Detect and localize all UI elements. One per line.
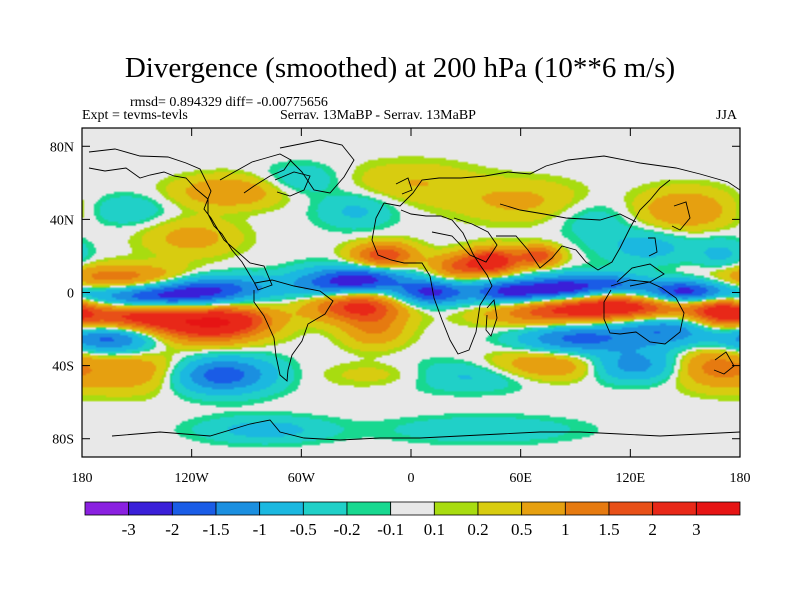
colorbar-swatch xyxy=(521,501,566,516)
x-tick-label: 120W xyxy=(175,471,210,486)
colorbar-swatch xyxy=(608,501,654,516)
x-tick-label: 180 xyxy=(730,471,751,486)
colorbar-swatch xyxy=(433,501,479,516)
x-tick-label: 60E xyxy=(509,471,532,486)
colorbar-swatch xyxy=(346,501,392,516)
case-label: Serrav. 13MaBP - Serrav. 13MaBP xyxy=(280,108,476,123)
x-tick-label: 180 xyxy=(72,471,93,486)
colorbar-label: -0.1 xyxy=(377,520,404,539)
colorbar-label: 1.5 xyxy=(598,520,619,539)
y-tick-label: 40S xyxy=(52,360,74,375)
colorbar-label: 1 xyxy=(561,520,570,539)
colorbar-label: -2 xyxy=(165,520,179,539)
colorbar-swatch xyxy=(564,501,610,516)
colorbar-swatch xyxy=(302,501,348,516)
colorbar-label: 0.5 xyxy=(511,520,532,539)
y-tick-label: 40N xyxy=(50,213,74,228)
colorbar-label: -1.5 xyxy=(203,520,230,539)
colorbar-swatch xyxy=(390,501,435,516)
chart-title: Divergence (smoothed) at 200 hPa (10**6 … xyxy=(124,52,676,84)
colorbar-swatch xyxy=(215,501,261,516)
y-tick-label: 80S xyxy=(52,433,74,448)
colorbar-swatch xyxy=(171,501,217,516)
colorbar-label: 0.2 xyxy=(467,520,488,539)
colorbar-swatch xyxy=(259,501,304,516)
colorbar-swatch xyxy=(695,501,741,516)
colorbar-label: -0.2 xyxy=(334,520,361,539)
colorbar-label: -0.5 xyxy=(290,520,317,539)
colorbar-swatch xyxy=(84,501,130,516)
x-tick-label: 0 xyxy=(408,471,415,486)
y-tick-label: 0 xyxy=(67,287,74,302)
colorbar-label: -3 xyxy=(122,520,136,539)
colorbar: -3 -2 -1.5 -1 -0.5 -0.2 -0.1 0.1 0.2 0.5 1 1.5 2 3 xyxy=(84,501,741,539)
stats-label: rmsd= 0.894329 diff= -0.00775656 xyxy=(130,95,328,110)
experiment-label: Expt = tevms-tevls xyxy=(82,108,188,123)
colorbar-label: 3 xyxy=(692,520,701,539)
x-tick-label: 60W xyxy=(288,471,316,486)
y-tick-label: 80N xyxy=(50,140,74,155)
colorbar-label: 0.1 xyxy=(424,520,445,539)
colorbar-swatch xyxy=(477,501,523,516)
colorbar-label: 2 xyxy=(648,520,657,539)
season-label: JJA xyxy=(716,108,738,123)
x-tick-label: 120E xyxy=(616,471,646,486)
divergence-field xyxy=(82,128,740,457)
colorbar-swatch xyxy=(652,501,697,516)
colorbar-label: -1 xyxy=(253,520,267,539)
coastlines xyxy=(88,139,740,441)
colorbar-swatch xyxy=(128,501,173,516)
map-axes: 180 120W 60W 0 60E 120E 180 80N 40N 0 40S 80S xyxy=(50,128,751,486)
